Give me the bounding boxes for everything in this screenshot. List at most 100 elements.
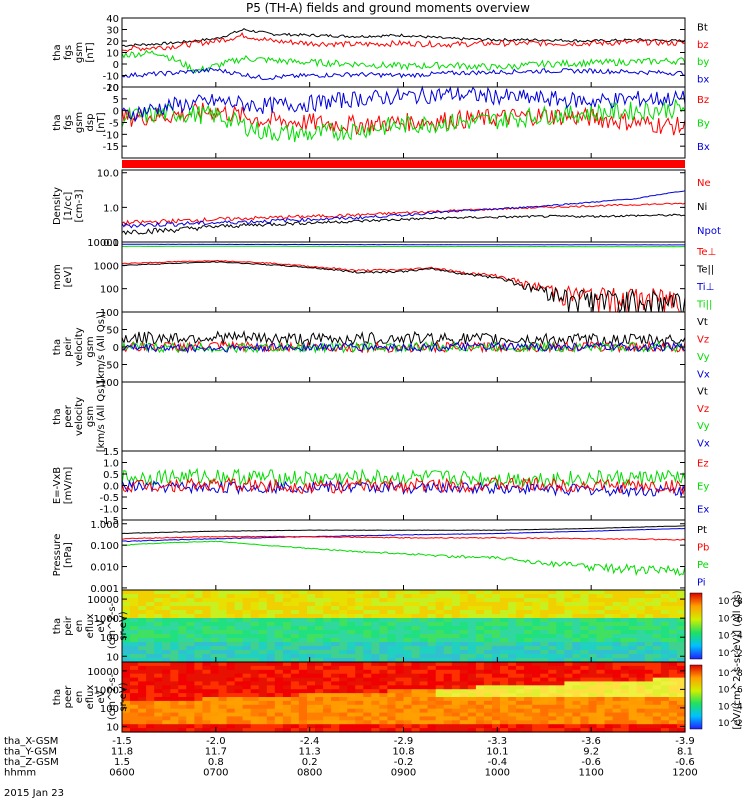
heatmap-cell <box>636 681 646 686</box>
heatmap-cell <box>387 681 396 686</box>
heatmap-cell <box>331 610 340 615</box>
heatmap-cell <box>331 650 340 655</box>
heatmap-cell <box>122 646 131 651</box>
heatmap-cell <box>387 689 396 694</box>
heatmap-cell <box>508 602 517 607</box>
heatmap-cell <box>403 590 413 595</box>
heatmap-cell <box>387 654 396 659</box>
heatmap-cell <box>668 638 678 643</box>
heatmap-cell <box>492 685 501 690</box>
heatmap-cell <box>403 697 413 702</box>
heatmap-cell <box>226 724 236 729</box>
heatmap-cell <box>371 673 380 679</box>
heatmap-cell <box>427 728 437 733</box>
heatmap-cell <box>532 697 541 702</box>
bottom-value: 9.2 <box>583 747 599 758</box>
heatmap-cell <box>588 642 598 647</box>
heatmap-cell <box>226 598 236 603</box>
heatmap-cell <box>154 602 163 607</box>
heatmap-cell <box>154 700 163 706</box>
heatmap-cell <box>556 685 565 690</box>
heatmap-cell <box>500 634 509 639</box>
heatmap-cell <box>628 700 638 706</box>
heatmap-cell <box>532 662 541 667</box>
heatmap-cell <box>298 728 308 733</box>
heatmap-cell <box>307 689 316 694</box>
heatmap-cell <box>411 610 421 615</box>
heatmap-cell <box>612 602 622 607</box>
heatmap-cell <box>339 650 348 655</box>
heatmap-cell <box>540 626 549 631</box>
heatmap-cell <box>210 724 220 729</box>
heatmap-cell <box>282 708 292 714</box>
heatmap-cell <box>596 700 606 706</box>
heatmap-cell <box>379 693 388 698</box>
heatmap-cell <box>451 594 461 599</box>
heatmap-cell <box>492 708 501 714</box>
heatmap-cell <box>250 598 260 603</box>
heatmap-cell <box>274 658 284 663</box>
heatmap-cell <box>596 677 606 683</box>
heatmap-cell <box>170 594 179 599</box>
heatmap-cell <box>194 704 203 710</box>
heatmap-cell <box>347 728 356 733</box>
heatmap-cell <box>475 594 485 599</box>
heatmap-cell <box>226 622 236 627</box>
heatmap-cell <box>668 646 678 651</box>
heatmap-cell <box>331 602 340 607</box>
heatmap-cell <box>122 704 131 710</box>
series-bz <box>121 32 686 53</box>
heatmap-cell <box>556 594 565 599</box>
heatmap-cell <box>242 728 252 733</box>
y-tick-label: 1.0 <box>103 459 119 470</box>
heatmap-cell <box>427 646 437 651</box>
heatmap-cell <box>411 602 421 607</box>
heatmap-cell <box>331 606 340 611</box>
heatmap-cell <box>170 662 179 667</box>
heatmap-cell <box>524 689 533 694</box>
heatmap-cell <box>588 602 598 607</box>
heatmap-cell <box>467 610 477 615</box>
heatmap-cell <box>315 665 324 671</box>
heatmap-cell <box>652 590 662 595</box>
heatmap-cell <box>298 642 308 647</box>
heatmap-cell <box>234 712 244 718</box>
heatmap-cell <box>668 697 678 702</box>
heatmap-cell <box>290 594 300 599</box>
heatmap-cell <box>234 665 244 671</box>
heatmap-cell <box>660 673 670 679</box>
heatmap-cell <box>226 634 236 639</box>
heatmap-cell <box>612 677 622 683</box>
heatmap-cell <box>604 677 614 683</box>
heatmap-cell <box>508 665 517 671</box>
heatmap-cell <box>138 610 147 615</box>
series-Ni <box>121 213 686 236</box>
heatmap-cell <box>363 669 372 675</box>
heatmap-cell <box>492 720 501 725</box>
heatmap-cell <box>580 646 589 651</box>
heatmap-cell <box>146 673 155 679</box>
heatmap-cell <box>250 654 260 659</box>
heatmap-cell <box>556 697 565 702</box>
heatmap-cell <box>170 724 179 729</box>
heatmap-cell <box>572 614 581 619</box>
heatmap-cell <box>242 630 252 635</box>
heatmap-cell <box>226 638 236 643</box>
y-tick-label: 0 <box>113 343 119 354</box>
heatmap-cell <box>355 677 364 683</box>
heatmap-cell <box>500 662 509 667</box>
heatmap-cell <box>290 658 300 663</box>
heatmap-cell <box>242 693 252 698</box>
heatmap-cell <box>532 622 541 627</box>
heatmap-cell <box>516 658 525 663</box>
heatmap-cell <box>266 720 276 725</box>
heatmap-cell <box>612 697 622 702</box>
heatmap-cell <box>604 634 614 639</box>
heatmap-cell <box>170 602 179 607</box>
heatmap-cell <box>154 685 163 690</box>
heatmap-cell <box>475 700 485 706</box>
heatmap-cell <box>258 590 268 595</box>
heatmap-cell <box>178 704 187 710</box>
heatmap-cell <box>250 642 260 647</box>
heatmap-cell <box>130 626 139 631</box>
